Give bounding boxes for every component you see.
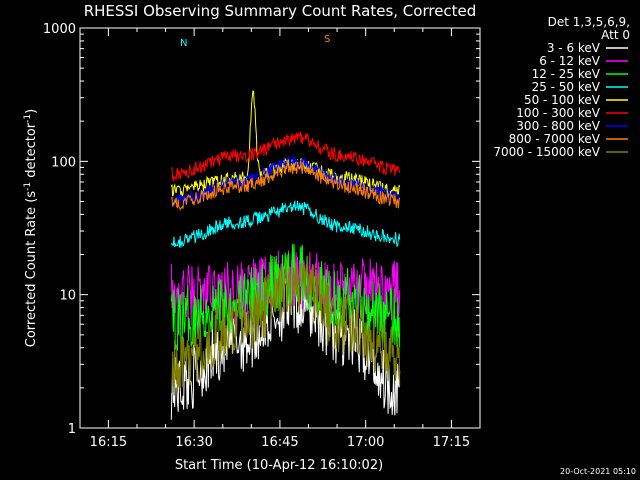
- x-tick-label: 17:00: [347, 435, 384, 450]
- axes: 16:15 16:30 16:45 17:00 17:15 1 10 100 1000: [43, 22, 481, 450]
- series-line: [171, 259, 401, 394]
- y-axis-label-mid: detector: [24, 122, 39, 182]
- data-series: [170, 90, 401, 420]
- legend-entry-label: 12 - 25 keV: [532, 67, 601, 81]
- legend-header-line1: Det 1,3,5,6,9,: [548, 15, 630, 29]
- legend-entry-label: 300 - 800 keV: [516, 119, 600, 133]
- legend-entry-label: 7000 - 15000 keV: [493, 145, 600, 159]
- legend-entry-label: 25 - 50 keV: [532, 80, 601, 94]
- y-axis-label: Corrected Count Rate (s-1 detector-1): [23, 109, 39, 347]
- legend-header-line2: Att 0: [601, 28, 630, 42]
- legend-entry-label: 100 - 300 keV: [516, 106, 600, 120]
- x-tick-label: 17:15: [433, 435, 470, 450]
- annotation-label: S: [324, 34, 330, 45]
- x-axis-label: Start Time (10-Apr-12 16:10:02): [175, 458, 383, 473]
- x-tick-label: 16:45: [261, 435, 298, 450]
- y-tick-label: 100: [51, 155, 76, 170]
- series-line: [171, 155, 401, 207]
- series-line: [170, 200, 401, 248]
- chart-title: RHESSI Observing Summary Count Rates, Co…: [84, 2, 477, 20]
- y-axis-label-end: ): [24, 109, 39, 114]
- y-tick-label: 1000: [43, 22, 76, 37]
- series-line: [170, 90, 401, 198]
- y-tick-label: 10: [59, 289, 76, 304]
- y-axis-label-sup1: -1: [23, 182, 33, 191]
- legend-entry-label: 3 - 6 keV: [547, 41, 601, 55]
- x-tick-label: 16:30: [175, 435, 212, 450]
- legend-entry-label: 800 - 7000 keV: [509, 132, 601, 146]
- footer-timestamp: 20-Oct-2021 05:10: [560, 467, 636, 476]
- annotation-label: N: [180, 38, 187, 49]
- x-tick-label: 16:15: [90, 435, 127, 450]
- series-line: [170, 161, 401, 211]
- legend-entry-label: 50 - 100 keV: [524, 93, 601, 107]
- y-axis-label-main: Corrected Count Rate (s: [24, 191, 39, 348]
- y-axis-label-sup2: -1: [23, 114, 33, 123]
- y-tick-label: 1: [68, 422, 76, 437]
- legend-entry-label: 6 - 12 keV: [539, 54, 601, 68]
- series-line: [170, 131, 401, 183]
